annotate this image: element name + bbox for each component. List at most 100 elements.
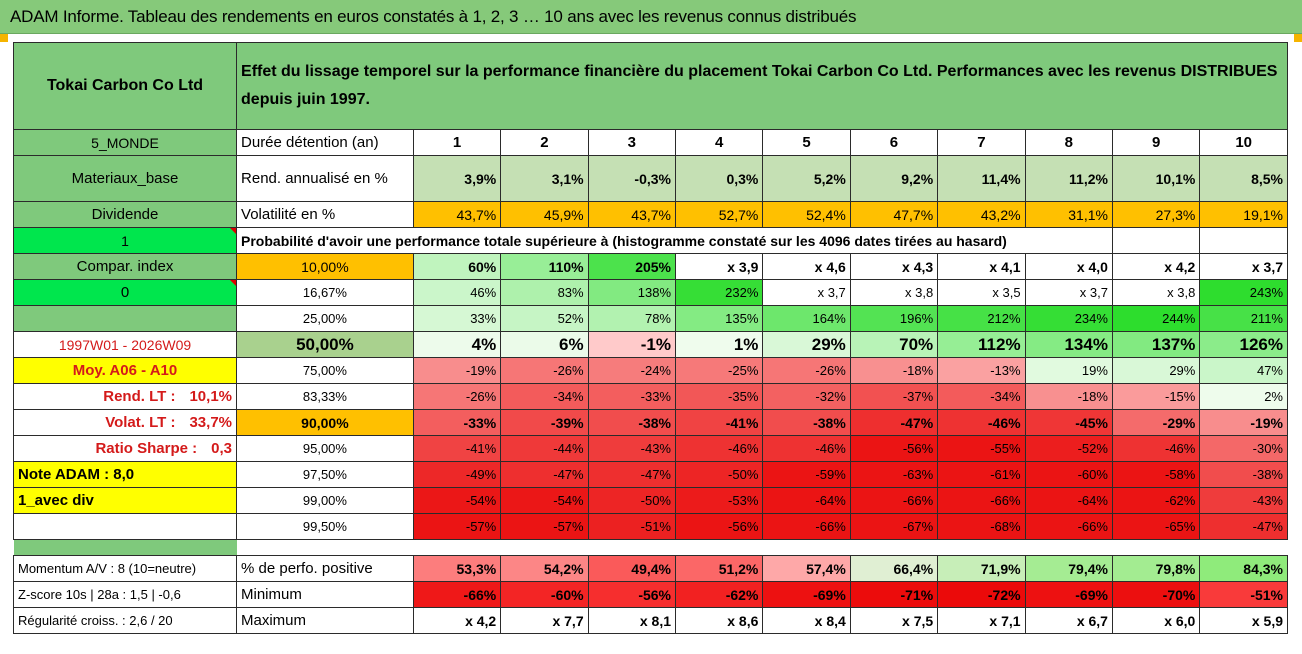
description: Effet du lissage temporel sur la perform… xyxy=(236,42,1288,130)
year-header: 4 xyxy=(674,129,764,156)
quantile-value: -35% xyxy=(674,383,764,410)
empty-cell xyxy=(1199,227,1288,254)
quantile-value: -39% xyxy=(500,409,589,436)
spacer-cell xyxy=(1200,540,1288,556)
performance-table: Tokai Carbon Co Ltd Effet du lissage tem… xyxy=(12,42,1288,634)
quantile-value: -67% xyxy=(849,513,939,540)
year-header: 9 xyxy=(1111,129,1201,156)
spacer-cell xyxy=(850,540,937,556)
quantile-value: -34% xyxy=(500,383,589,410)
quantile-value: -19% xyxy=(1199,409,1288,436)
max-value: x 7,5 xyxy=(849,607,939,634)
quantile-row: 99,50% -57% -57% -51% -56% -66% -67% -68% -66% -6… xyxy=(12,513,1288,540)
quantile-value: 83% xyxy=(500,279,589,306)
duration-label: Durée détention (an) xyxy=(236,129,414,156)
quantile-value: -19% xyxy=(412,357,502,384)
pos-value: 66,4% xyxy=(849,555,939,582)
quantile-value: -46% xyxy=(762,435,851,462)
quantile-value: 2% xyxy=(1199,383,1288,410)
avec-div: 1_avec div xyxy=(12,487,238,514)
quantile-value: -26% xyxy=(500,357,589,384)
vol-value: 52,7% xyxy=(674,201,764,228)
empty-cell xyxy=(1111,227,1201,254)
quantile-value: -15% xyxy=(1111,383,1201,410)
vol-row: Dividende Volatilité en % 43,7% 45,9% 43,7… xyxy=(12,201,1288,228)
vol-value: 31,1% xyxy=(1024,201,1113,228)
quantile-value: -47% xyxy=(587,461,677,488)
vol-value: 43,7% xyxy=(587,201,677,228)
year-header: 3 xyxy=(587,129,677,156)
rend-value: 9,2% xyxy=(849,155,939,202)
min-value: -69% xyxy=(1024,581,1113,608)
pos-value: 84,3% xyxy=(1199,555,1288,582)
quantile-value: x 3,7 xyxy=(1024,279,1113,306)
rend-value: 5,2% xyxy=(762,155,851,202)
rend-value: 0,3% xyxy=(674,155,764,202)
min-value: -69% xyxy=(762,581,851,608)
max-value: x 5,9 xyxy=(1199,607,1288,634)
quantile-row: Moy. A06 - A10 75,00% -19% -26% -24% -25% -26%… xyxy=(12,357,1288,384)
sharpe-label: Ratio Sharpe : xyxy=(95,440,198,457)
spacer-cell xyxy=(1025,540,1112,556)
quantile-row: 1997W01 - 2026W09 50,00% 4% 6% -1% 1% 29% 70% 11… xyxy=(12,331,1288,358)
min-value: -60% xyxy=(500,581,589,608)
report-title: ADAM Informe. Tableau des rendements en … xyxy=(10,7,857,26)
quantile-value: -26% xyxy=(762,357,851,384)
max-value: x 7,7 xyxy=(500,607,589,634)
rend-value: 3,9% xyxy=(412,155,502,202)
quantile-value: -34% xyxy=(937,383,1026,410)
quantile-value: 232% xyxy=(674,279,764,306)
quantile-value: x 4,0 xyxy=(1024,253,1113,280)
quantile-value: -66% xyxy=(937,487,1026,514)
max-value: x 4,2 xyxy=(412,607,502,634)
quantile-value: -65% xyxy=(1111,513,1201,540)
quantile-value: -1% xyxy=(587,331,677,358)
sharpe: Ratio Sharpe : 0,3 xyxy=(12,435,238,462)
quantile-value: -52% xyxy=(1024,435,1113,462)
company-row: Tokai Carbon Co Ltd Effet du lissage tem… xyxy=(12,42,1288,130)
rend-row: Materiaux_base Rend. annualisé en % 3,9%… xyxy=(12,155,1288,202)
quantile-value: -30% xyxy=(1199,435,1288,462)
spacer-cell xyxy=(588,540,675,556)
year-header: 10 xyxy=(1199,129,1288,156)
min-row: Z-score 10s | 28a : 1,5 | -0,6 Minimum -66… xyxy=(12,581,1288,608)
zscore-label: Z-score 10s | 28a : 1,5 | -0,6 xyxy=(12,581,238,608)
quantile-value: -61% xyxy=(937,461,1026,488)
year-header: 6 xyxy=(849,129,939,156)
quantile-value: 137% xyxy=(1111,331,1201,358)
quantile-value: -41% xyxy=(674,409,764,436)
quantile-value: -47% xyxy=(1199,513,1288,540)
quantile-row: 0 16,67% 46% 83% 138% 232% x 3,7 x 3,8 x 3,5 x 3,… xyxy=(12,279,1288,306)
quantile-row: Compar. index 10,00% 60% 110% 205% x 3,9 x 4,6… xyxy=(12,253,1288,280)
rend-value: 3,1% xyxy=(500,155,589,202)
title-bar: ADAM Informe. Tableau des rendements en … xyxy=(0,0,1302,34)
spacer-row xyxy=(13,539,1288,556)
quantile-row: 25,00% 33% 52% 78% 135% 164% 196% 212% 234% 244% 2… xyxy=(12,305,1288,332)
quantile-value: -44% xyxy=(500,435,589,462)
spacer-cell xyxy=(501,540,588,556)
quantile-value: 234% xyxy=(1024,305,1113,332)
min-value: -62% xyxy=(674,581,764,608)
quantile-value: -29% xyxy=(1111,409,1201,436)
quantile-level: 75,00% xyxy=(236,357,414,384)
quantile-value: -45% xyxy=(1024,409,1113,436)
quantile-value: -24% xyxy=(587,357,677,384)
quantile-value: -38% xyxy=(587,409,677,436)
prob-row: 1 Probabilité d'avoir une performance to… xyxy=(12,227,1288,254)
quantile-value: 29% xyxy=(1111,357,1201,384)
quantile-value: -55% xyxy=(937,435,1026,462)
quantile-value: -26% xyxy=(412,383,502,410)
rend-lt-value: 10,1% xyxy=(189,388,233,405)
quantile-value: 60% xyxy=(412,253,502,280)
min-value: -71% xyxy=(849,581,939,608)
header-row: 5_MONDE Durée détention (an) 1 2 3 4 5 6 7 8 9 10 xyxy=(12,129,1288,156)
quantile-value: -58% xyxy=(1111,461,1201,488)
max-value: x 7,1 xyxy=(937,607,1026,634)
quantile-level: 50,00% xyxy=(236,331,414,358)
year-header: 5 xyxy=(762,129,851,156)
vol-label: Volatilité en % xyxy=(236,201,414,228)
pos-value: 49,4% xyxy=(587,555,677,582)
rend-value: 10,1% xyxy=(1111,155,1201,202)
quantile-level: 97,50% xyxy=(236,461,414,488)
vol-value: 52,4% xyxy=(762,201,851,228)
